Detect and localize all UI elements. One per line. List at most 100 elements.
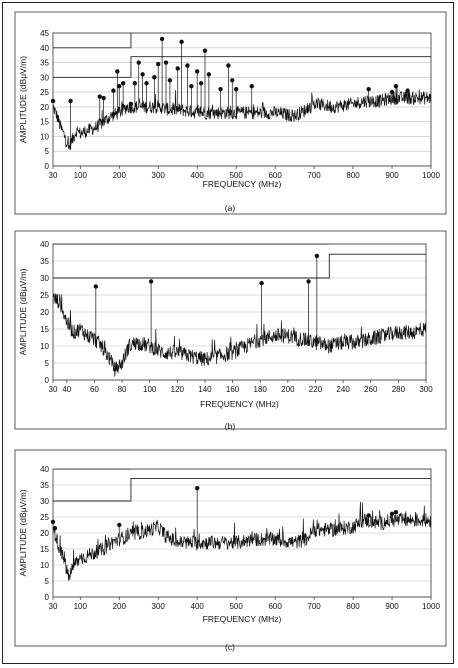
peak-marker: [393, 84, 399, 89]
x-tick-label: 30: [49, 385, 58, 394]
x-tick-label: 500: [229, 171, 243, 180]
x-tick-label: 100: [74, 602, 88, 611]
x-tick-label: 600: [268, 602, 282, 611]
peak-marker: [233, 86, 239, 92]
x-tick-label: 100: [143, 385, 157, 394]
y-tick-label: 25: [40, 291, 49, 300]
x-tick-label: 30: [49, 171, 58, 180]
peak-marker: [167, 78, 173, 83]
x-tick-label: 400: [191, 602, 205, 611]
peak-marker: [249, 84, 254, 89]
y-tick-label: 10: [40, 342, 49, 351]
y-tick-label: 0: [45, 162, 50, 171]
panel-caption: (b): [225, 421, 236, 431]
peak-marker: [366, 86, 371, 92]
y-tick-label: 40: [40, 44, 49, 53]
y-tick-label: 30: [40, 73, 49, 82]
peak-marker: [117, 84, 122, 89]
y-tick-label: 5: [45, 577, 50, 586]
x-tick-label: 100: [74, 171, 88, 180]
x-tick-label: 180: [254, 385, 268, 394]
limit-line: [53, 56, 431, 78]
chart-panel-3: 0 5 10 15 20 25 30 35 40 30 100 200 300 400 500 600 700 8…: [14, 449, 447, 647]
y-tick-label: 5: [45, 359, 50, 368]
x-tick-label: 140: [198, 385, 212, 394]
x-tick-label: 240: [336, 385, 350, 394]
peak-marker: [393, 510, 399, 515]
x-axis-label: FREQUENCY (MHz): [203, 614, 282, 624]
x-tick-label: 1000: [422, 602, 440, 611]
y-tick-label: 35: [40, 257, 49, 266]
y-tick-label: 15: [40, 118, 49, 127]
y-axis-label: AMPLITUDE (dBμV/m): [18, 56, 28, 143]
peak-marker: [132, 81, 138, 86]
limit-line: [53, 244, 330, 245]
x-tick-label: 700: [307, 171, 321, 180]
peak-marker: [144, 81, 149, 86]
peak-marker: [405, 88, 410, 93]
peak-marker: [314, 253, 320, 259]
y-tick-label: 0: [45, 593, 50, 602]
spectrum-trace: [53, 255, 426, 377]
x-tick-label: 60: [90, 385, 99, 394]
x-tick-label: 900: [385, 602, 399, 611]
x-tick-label: 200: [281, 385, 295, 394]
peak-marker: [206, 72, 212, 77]
x-tick-label: 280: [392, 385, 406, 394]
peak-marker: [194, 69, 200, 74]
peak-marker: [163, 60, 169, 65]
peak-marker: [218, 86, 223, 92]
y-tick-label: 0: [45, 376, 50, 385]
peak-marker: [136, 60, 141, 65]
x-axis-label: FREQUENCY (MHz): [203, 179, 282, 189]
y-tick-label: 30: [40, 497, 49, 506]
x-tick-label: 120: [171, 385, 185, 394]
y-axis-label: AMPLITUDE (dBμV/m): [18, 268, 28, 355]
chart-panel-1: 0 5 10 15 20 25 30 35 40 45 30 100 200 300 400 500 600 70…: [14, 11, 447, 215]
x-tick-label: 220: [309, 385, 323, 394]
peak-marker: [101, 95, 106, 101]
peak-marker: [52, 526, 58, 531]
x-tick-label: 500: [229, 602, 243, 611]
y-axis-label: AMPLITUDE (dBμV/m): [18, 489, 28, 576]
x-axis-label: FREQUENCY (MHz): [200, 399, 279, 409]
peak-marker: [120, 81, 126, 86]
peak-marker: [140, 72, 145, 77]
peak-marker: [175, 66, 180, 71]
x-tick-label: 40: [62, 385, 71, 394]
panel-caption: (c): [225, 642, 235, 652]
x-tick-label: 700: [307, 602, 321, 611]
spectrum-trace: [53, 38, 431, 151]
panel-border: [14, 230, 447, 430]
peak-marker: [189, 84, 194, 89]
peak-marker: [306, 279, 311, 284]
peak-marker: [93, 284, 99, 289]
x-tick-label: 30: [49, 602, 58, 611]
peak-marker: [156, 61, 161, 67]
y-tick-label: 5: [45, 147, 50, 156]
peak-marker: [198, 81, 204, 86]
y-tick-label: 30: [40, 274, 49, 283]
peak-marker: [117, 522, 122, 528]
y-tick-label: 45: [40, 29, 49, 38]
panel-border: [14, 11, 447, 215]
peak-marker: [202, 48, 208, 53]
spectrum-trace: [53, 488, 431, 581]
x-tick-label: 400: [191, 171, 205, 180]
peak-marker: [230, 78, 235, 83]
peak-marker: [259, 280, 264, 286]
limit-line: [53, 33, 132, 49]
peak-marker: [179, 39, 184, 45]
y-tick-label: 20: [40, 308, 49, 317]
limit-line: [53, 253, 426, 279]
y-tick-label: 25: [40, 513, 49, 522]
limit-line: [53, 478, 431, 502]
x-tick-label: 300: [419, 385, 433, 394]
y-tick-label: 15: [40, 545, 49, 554]
x-tick-label: 80: [118, 385, 127, 394]
x-tick-label: 300: [152, 171, 166, 180]
x-tick-label: 200: [113, 602, 127, 611]
peak-marker: [148, 279, 154, 284]
x-tick-label: 1000: [422, 171, 440, 180]
